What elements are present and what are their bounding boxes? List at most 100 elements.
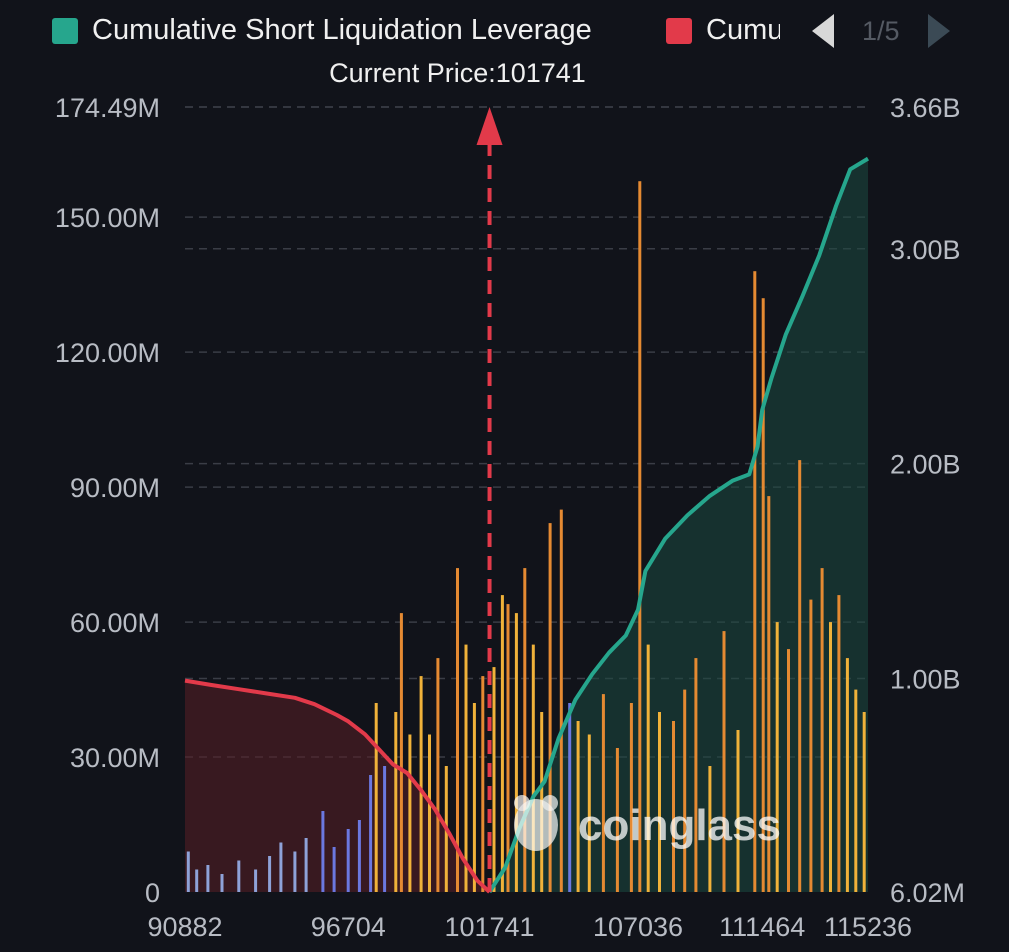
chart-title: Current Price:101741 <box>329 58 586 88</box>
bar <box>672 721 675 892</box>
bar <box>736 730 740 892</box>
y-left-tick-label: 60.00M <box>70 608 160 638</box>
x-tick-label: 90882 <box>147 912 222 942</box>
y-right-tick-label: 3.66B <box>890 93 961 123</box>
x-tick-label: 107036 <box>593 912 683 942</box>
legend: Cumulative Short Liquidation Leverage Cu… <box>0 0 1009 64</box>
bar <box>254 869 258 892</box>
watermark: coinglass <box>514 795 781 851</box>
bar <box>753 271 757 892</box>
x-tick-label: 115236 <box>824 912 912 942</box>
bar <box>408 734 412 892</box>
bar <box>195 869 199 892</box>
short-swatch-icon <box>52 17 78 44</box>
bar <box>767 496 771 892</box>
y-axis-right: 6.02M 1.00B 2.00B 3.00B 3.66B <box>890 93 965 908</box>
bar <box>601 694 605 892</box>
short-line <box>487 156 870 894</box>
bar <box>615 748 619 892</box>
bar <box>220 874 224 892</box>
bar <box>629 703 633 892</box>
long-swatch-icon <box>666 17 692 44</box>
bar <box>559 509 563 892</box>
bar <box>394 712 398 892</box>
bar <box>854 689 858 892</box>
bar <box>369 775 373 892</box>
bar <box>638 181 642 892</box>
pager-text: 1/5 <box>862 15 900 46</box>
pager-next-icon[interactable] <box>927 14 950 48</box>
bar <box>206 865 210 892</box>
y-left-tick-label: 30.00M <box>70 743 160 773</box>
bar <box>576 721 580 892</box>
bar <box>186 851 190 892</box>
bar <box>293 851 297 892</box>
bar <box>809 599 813 892</box>
current-price-label: Current Price:101741 <box>0 58 915 89</box>
bar <box>428 734 431 892</box>
bar <box>862 712 866 892</box>
legend-item-long[interactable]: Cumulative Long Liquidation Leverage <box>666 10 780 50</box>
bar <box>237 860 241 892</box>
bar <box>548 523 552 892</box>
y-right-tick-label: 1.00B <box>890 664 961 694</box>
bar <box>568 703 572 892</box>
bar <box>798 460 802 892</box>
legend-pager: 1/5 <box>812 14 950 48</box>
bar <box>472 703 476 892</box>
pager-prev-icon[interactable] <box>812 14 834 48</box>
bar <box>383 766 387 892</box>
x-tick-label: 101741 <box>444 912 534 942</box>
bar <box>436 658 440 892</box>
long-line <box>184 678 491 894</box>
long-area <box>185 680 490 892</box>
bar <box>708 766 712 892</box>
y-left-tick-label: 150.00M <box>55 203 160 233</box>
y-right-tick-label: 6.02M <box>890 878 965 908</box>
cumulative-lines <box>184 156 870 894</box>
bar <box>531 644 535 892</box>
bar <box>829 622 832 892</box>
y-right-tick-label: 2.00B <box>890 450 961 480</box>
bar <box>775 622 779 892</box>
current-price-marker <box>476 107 503 892</box>
bar <box>346 829 350 892</box>
current-price-arrow-icon <box>476 107 503 145</box>
coinglass-logo-icon <box>514 795 558 851</box>
bar <box>399 613 403 892</box>
area-fills <box>185 158 868 893</box>
y-axis-left: 0 30.00M 60.00M 90.00M 120.00M 150.00M 174.49M <box>55 93 160 908</box>
bar <box>321 811 325 892</box>
bar <box>820 568 824 892</box>
y-left-tick-label: 90.00M <box>70 473 160 503</box>
bar <box>464 644 468 892</box>
bar <box>500 595 504 892</box>
bar <box>506 604 510 892</box>
y-right-tick-label: 3.00B <box>890 235 961 265</box>
legend-item-short[interactable]: Cumulative Short Liquidation Leverage <box>52 14 592 47</box>
bar <box>456 568 459 892</box>
legend-label-short: Cumulative Short Liquidation Leverage <box>92 14 592 46</box>
watermark-text: coinglass <box>578 801 781 850</box>
bar <box>837 595 841 892</box>
bar <box>481 676 485 892</box>
bar <box>514 613 518 892</box>
bar <box>683 689 687 892</box>
bar <box>646 644 650 892</box>
x-tick-label: 111464 <box>719 912 805 942</box>
x-axis: 90882 96704 101741 107036 111464 115236 <box>147 912 912 942</box>
y-left-tick-label: 120.00M <box>55 338 160 368</box>
y-left-tick-label: 174.49M <box>55 93 160 123</box>
bar <box>722 631 726 892</box>
x-tick-label: 96704 <box>311 912 386 942</box>
bar <box>658 712 661 892</box>
bar <box>492 667 496 892</box>
bar <box>787 649 790 892</box>
bar <box>279 842 283 892</box>
bar <box>268 856 272 892</box>
bar <box>523 568 527 892</box>
leverage-bars <box>186 181 866 892</box>
bar <box>357 820 361 892</box>
bar <box>332 847 336 892</box>
